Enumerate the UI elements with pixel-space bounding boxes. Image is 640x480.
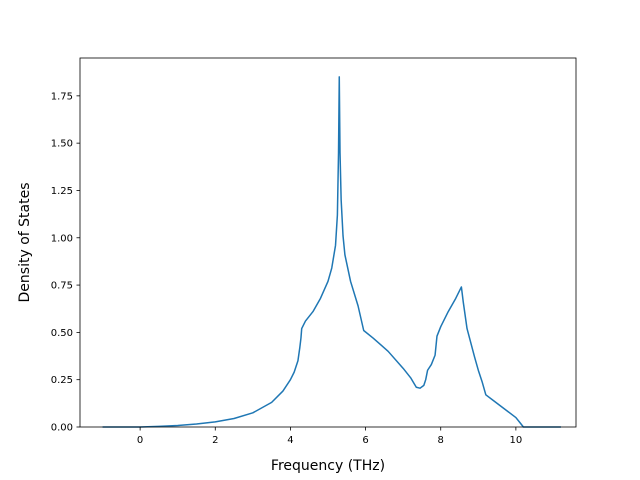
y-tick-label: 0.25 [51, 375, 73, 386]
y-tick-label: 1.00 [51, 233, 73, 244]
x-tick-label: 0 [137, 435, 143, 446]
y-tick-label: 1.50 [51, 139, 73, 150]
axes-frame [79, 57, 577, 428]
plot-area [102, 76, 561, 428]
x-tick-label: 10 [510, 435, 523, 446]
x-tick-label: 4 [287, 435, 293, 446]
y-tick-label: 1.25 [51, 186, 73, 197]
x-axis-ticks: 0 2 4 6 8 10 [137, 427, 522, 446]
x-tick-label: 8 [438, 435, 444, 446]
y-tick-label: 0.75 [51, 281, 73, 292]
y-tick-label: 1.75 [51, 91, 73, 102]
dos-series-line [102, 76, 561, 428]
y-tick-label: 0.00 [51, 423, 73, 434]
y-tick-label: 0.50 [51, 328, 73, 339]
x-axis-label: Frequency (THz) [271, 458, 385, 474]
y-axis-label: Density of States [17, 183, 33, 303]
x-tick-label: 6 [362, 435, 368, 446]
x-tick-label: 2 [212, 435, 218, 446]
y-axis-ticks: 0.00 0.25 0.50 0.75 1.00 1.25 1.50 1.75 [51, 91, 80, 434]
